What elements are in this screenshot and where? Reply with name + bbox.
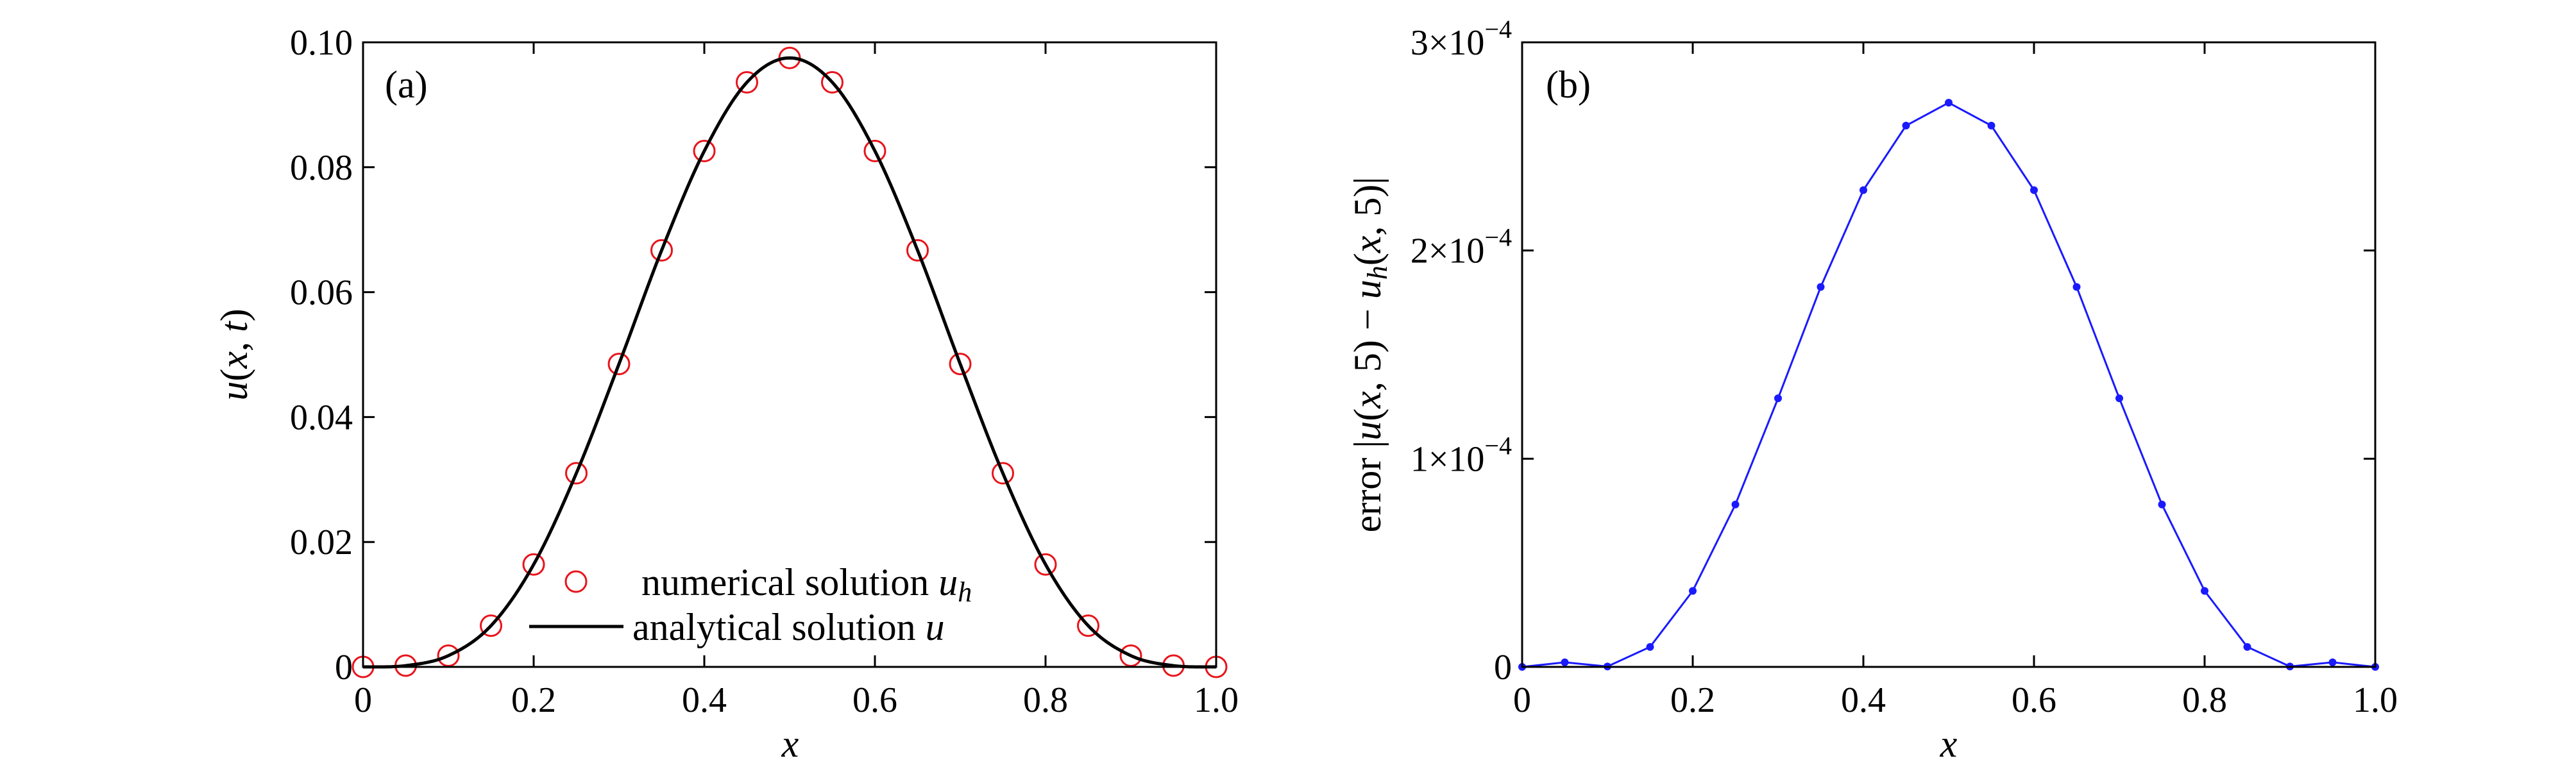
panel-a-legend: numerical solution uh analytical solutio… [529, 561, 972, 648]
panel-a-numerical-point [522, 553, 545, 576]
panel-b-y-axis-label: error |u(x, 5) − uh(x, 5)| [1346, 177, 1393, 533]
panel-a-y-tick-label: 0.06 [290, 273, 353, 313]
panel-b-error-point [1689, 587, 1697, 595]
panel-b-label: (b) [1546, 63, 1591, 106]
panel-a-x-tick-label: 0.6 [852, 680, 897, 720]
panel-a-y-tick-label: 0.08 [290, 148, 353, 188]
panel-a-numerical-point [863, 139, 886, 162]
panel-b-error-point [1646, 643, 1654, 651]
panel-a-numerical-point [992, 462, 1014, 485]
panel-a-numerical-point [650, 239, 673, 262]
panel-b-error-point [1902, 121, 1910, 130]
panel-b-chart: 0 0.2 0.4 0.6 0.8 1.001×10−42×10−43×10−4 (b) … [1346, 15, 2398, 765]
panel-a-x-tick-label: 0 [354, 680, 372, 720]
panel-a-label: (a) [385, 63, 428, 106]
panel-a-numerical-point [821, 71, 843, 94]
panel-b-x-tick-label: 1.0 [2353, 680, 2398, 720]
panel-b-error-point [1987, 121, 1996, 130]
panel-a-numerical-point [949, 353, 972, 376]
panel-a-x-tick-label: 0.2 [511, 680, 556, 720]
panel-a-y-axis-label: u(x, t) [213, 308, 255, 400]
panel-a-numerical-point [607, 353, 631, 376]
panel-b-error-point [1774, 394, 1782, 403]
panel-a-numerical-point [693, 139, 716, 162]
panel-b-x-tick-label: 0.6 [2012, 680, 2056, 720]
panel-a-frame [362, 41, 1217, 668]
panel-b-x-tick-label: 0.8 [2182, 680, 2227, 720]
panel-a-chart: 0 0.2 0.4 0.6 0.8 1.0 0 0.02 0.04 0.06 0.08 0.10 (a… [213, 23, 1239, 765]
panel-b-error-point [1945, 99, 1953, 107]
panel-b-error-point [2158, 500, 2166, 509]
panel-a-y-tick-label: 0.10 [290, 23, 353, 63]
panel-a-numerical-point [565, 462, 588, 485]
panel-b-error-point [2115, 394, 2123, 403]
panel-b-x-tick-label: 0.4 [1841, 680, 1886, 720]
panel-b-error-point [2030, 186, 2038, 194]
panel-a-x-tick-label: 0.8 [1023, 680, 1068, 720]
legend-marker-numerical [564, 570, 588, 593]
panel-b-error-point [2328, 658, 2337, 666]
panel-a-x-tick-label: 1.0 [1194, 680, 1239, 720]
panel-b-y-tick-label: 0 [1494, 648, 1512, 687]
panel-a-numerical-point [1077, 614, 1099, 637]
panel-b-error-point [1561, 658, 1569, 666]
panel-b-error-point [1860, 186, 1867, 194]
panel-a-y-tick-label: 0 [335, 648, 353, 687]
panel-b-error-point [1817, 283, 1825, 291]
panel-b-x-tick-label: 0 [1513, 680, 1531, 720]
panel-b-x-tick-label: 0.2 [1670, 680, 1715, 720]
panel-a-numerical-point [1119, 644, 1142, 667]
legend-label-analytical: analytical solution u [632, 606, 945, 648]
panel-b-error-point [1731, 500, 1740, 509]
panel-b-y-tick-label: 3×10−4 [1411, 15, 1512, 63]
panel-b-x-axis-label: x [1940, 723, 1958, 765]
panel-a-x-tick-label: 0.4 [682, 680, 727, 720]
panel-a-numerical-point [1034, 553, 1057, 576]
panel-a-x-axis-label: x [781, 723, 799, 765]
legend-label-numerical: numerical solution uh [641, 561, 972, 608]
panel-b-y-tick-label: 2×10−4 [1411, 223, 1512, 271]
panel-a-numerical-point [437, 644, 460, 667]
panel-b-error-point [2201, 587, 2208, 595]
panel-a-y-tick-label: 0.04 [290, 398, 353, 437]
panel-a-analytical-line [362, 56, 1217, 669]
panel-a-y-tick-label: 0.02 [290, 523, 353, 562]
panel-a-numerical-point [736, 71, 758, 94]
panel-b-frame [1521, 41, 2377, 668]
panel-b-error-line [1521, 101, 2376, 668]
panel-b-y-tick-label: 1×10−4 [1411, 431, 1512, 479]
panel-a-numerical-point [906, 239, 929, 262]
panel-b-error-point [2072, 283, 2081, 291]
panel-a-numerical-point [480, 614, 502, 637]
panel-b-error-point [2243, 643, 2251, 651]
